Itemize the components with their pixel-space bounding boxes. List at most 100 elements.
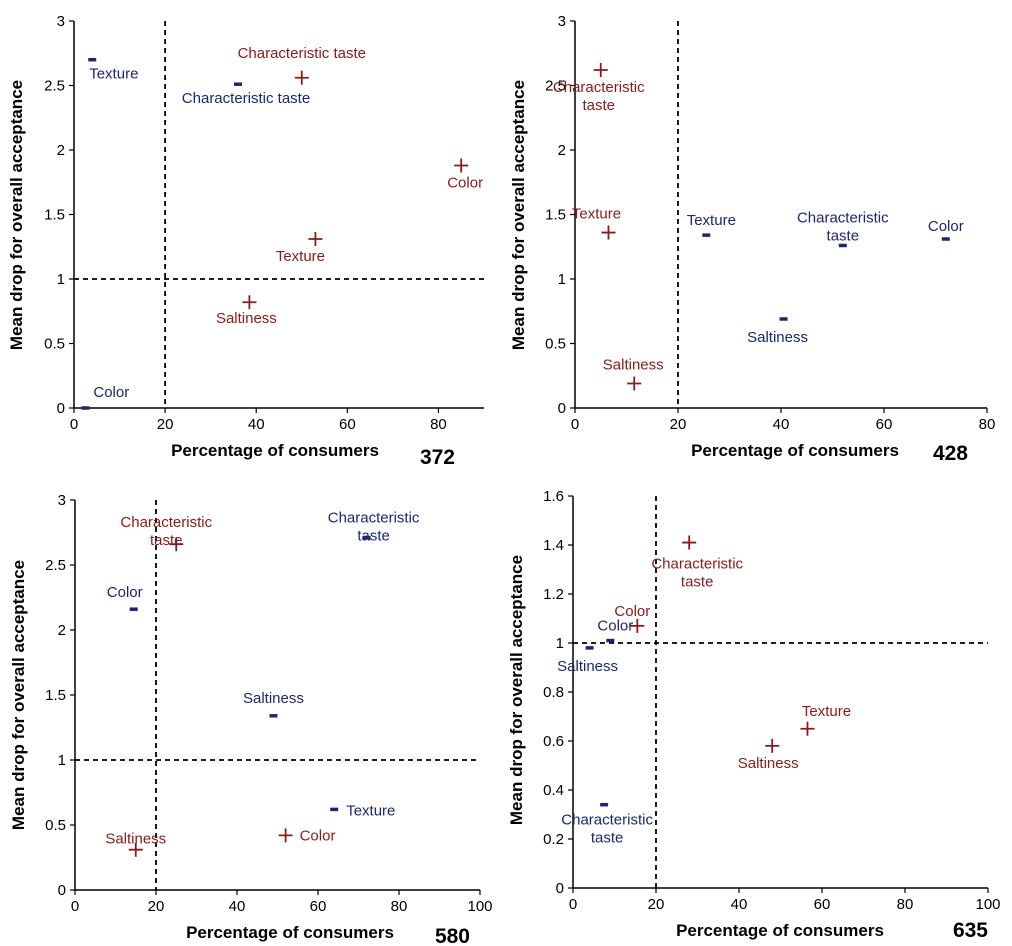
- plus-marker: [630, 618, 645, 633]
- y-tick-label: 0: [558, 400, 566, 417]
- point-label: Texture: [572, 206, 621, 223]
- x-tick-label: 20: [148, 898, 165, 915]
- y-tick-label: 1.4: [543, 537, 564, 554]
- y-axis-label: Mean drop for overall acceptance: [7, 80, 26, 350]
- x-tick-label: 40: [229, 898, 246, 915]
- point-label: Color: [107, 584, 143, 601]
- panel-id-label: 372: [420, 446, 455, 469]
- plus-marker: [242, 295, 257, 310]
- x-axis-label: Percentage of consumers: [676, 921, 884, 940]
- point-label: Texture: [687, 212, 736, 229]
- plus-marker: [601, 225, 616, 240]
- point-label: Color: [300, 827, 336, 844]
- panel-id-label: 635: [953, 919, 988, 942]
- y-tick-label: 1: [58, 752, 66, 769]
- y-tick-label: 3: [57, 13, 65, 30]
- x-tick-label: 40: [731, 896, 748, 913]
- x-tick-label: 0: [571, 416, 579, 433]
- x-tick-label: 80: [897, 896, 914, 913]
- point-label: Characteristic taste: [238, 45, 366, 62]
- point-label: Saltiness: [738, 755, 799, 772]
- x-tick-label: 20: [648, 896, 665, 913]
- y-tick-label: 1.5: [45, 687, 66, 704]
- y-tick-label: 0: [556, 880, 564, 897]
- x-axis-label: Percentage of consumers: [171, 441, 379, 460]
- point-label: Characteristic taste: [328, 510, 420, 545]
- y-tick-label: 1.5: [44, 207, 65, 224]
- point-label: Texture: [276, 248, 325, 265]
- plus-marker: [169, 537, 184, 552]
- y-tick-label: 0: [57, 400, 65, 417]
- y-tick-label: 2.5: [545, 78, 566, 95]
- plus-marker: [800, 721, 815, 736]
- y-tick-label: 1: [558, 271, 566, 288]
- y-tick-label: 2.5: [45, 557, 66, 574]
- y-tick-label: 2: [558, 142, 566, 159]
- y-axis-label: Mean drop for overall acceptance: [9, 560, 28, 830]
- y-tick-label: 0: [58, 882, 66, 899]
- point-label: Characteristic taste: [561, 812, 653, 847]
- panel-635: 0 20 40 60 80 100 0 0.2 0.4 0.6 0.8 1 1.2 1.4 1.6 Perce…: [507, 488, 1001, 942]
- y-tick-label: 0.4: [543, 782, 564, 799]
- plus-marker: [682, 535, 697, 550]
- panel-id-label: 428: [933, 442, 968, 465]
- point-label: Texture: [346, 802, 395, 819]
- plus-marker: [765, 738, 780, 753]
- panel-id-label: 580: [435, 925, 470, 946]
- point-label: Color: [928, 218, 964, 235]
- y-tick-label: 0.5: [45, 817, 66, 834]
- plus-marker: [278, 828, 293, 843]
- y-tick-label: 1.5: [545, 207, 566, 224]
- plus-marker: [627, 376, 642, 391]
- y-tick-label: 3: [58, 492, 66, 509]
- panel-580: 0 20 40 60 80 100 0 0.5 1 1.5 2 2.5 3 Percentage of c…: [9, 492, 493, 946]
- point-label: Color: [93, 384, 129, 401]
- plus-marker: [593, 63, 608, 78]
- x-tick-label: 20: [157, 416, 174, 433]
- plus-marker: [454, 158, 469, 173]
- x-tick-label: 80: [391, 898, 408, 915]
- point-label: Saltiness: [105, 831, 166, 848]
- x-tick-label: 20: [670, 416, 687, 433]
- point-label: Characteristic taste: [651, 556, 743, 591]
- x-tick-label: 60: [814, 896, 831, 913]
- y-tick-label: 1: [556, 635, 564, 652]
- point-label: Texture: [802, 703, 851, 720]
- x-tick-label: 80: [979, 416, 996, 433]
- y-tick-label: 1.2: [543, 586, 564, 603]
- y-axis-label: Mean drop for overall acceptance: [507, 555, 526, 825]
- point-label: Saltiness: [603, 356, 664, 373]
- point-label: Color: [447, 174, 483, 191]
- point-label: Saltiness: [243, 690, 304, 707]
- x-tick-label: 0: [71, 898, 79, 915]
- x-tick-label: 40: [248, 416, 265, 433]
- y-tick-label: 2.5: [44, 78, 65, 95]
- point-label: Color: [597, 618, 633, 635]
- x-tick-label: 0: [70, 416, 78, 433]
- y-tick-label: 0.5: [545, 336, 566, 353]
- point-label: Color: [614, 603, 650, 620]
- y-tick-label: 1.6: [543, 488, 564, 505]
- y-tick-label: 3: [558, 13, 566, 30]
- plus-marker: [128, 842, 143, 857]
- y-tick-label: 2: [58, 622, 66, 639]
- y-tick-label: 0.2: [543, 831, 564, 848]
- panel-428: 0 20 40 60 80 0 0.5 1 1.5 2 2.5 3 Percentage of cons…: [509, 13, 995, 465]
- x-tick-label: 100: [467, 898, 492, 915]
- point-label: Saltiness: [747, 329, 808, 346]
- x-axis-label: Percentage of consumers: [186, 923, 394, 942]
- point-label: Characteristic taste: [797, 209, 889, 244]
- y-tick-label: 2: [57, 142, 65, 159]
- point-label: Characteristic taste: [553, 79, 645, 114]
- x-tick-label: 60: [339, 416, 356, 433]
- x-tick-label: 40: [773, 416, 790, 433]
- y-tick-label: 0.6: [543, 733, 564, 750]
- plus-marker: [308, 232, 323, 247]
- x-tick-label: 0: [569, 896, 577, 913]
- x-tick-label: 80: [430, 416, 447, 433]
- point-label: Characteristic taste: [182, 90, 310, 107]
- y-tick-label: 0.8: [543, 684, 564, 701]
- y-tick-label: 1: [57, 271, 65, 288]
- y-tick-label: 0.5: [44, 336, 65, 353]
